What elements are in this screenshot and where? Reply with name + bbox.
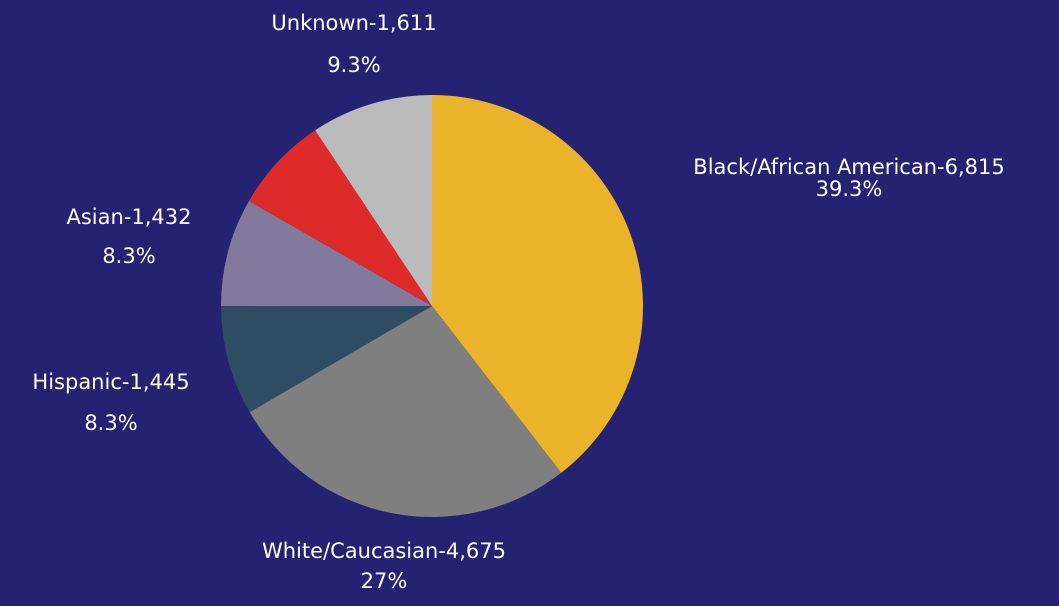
pie-slice-4: [248, 130, 432, 306]
pie-slices: [220, 95, 643, 517]
slice-percent-0: 39.3%: [816, 177, 883, 201]
pie-slice-3: [220, 200, 432, 307]
slice-label-2: Hispanic-1,445: [32, 370, 189, 394]
pie-slice-0: [432, 95, 643, 473]
slice-percent-2: 8.3%: [84, 411, 137, 435]
slice-percent-1: 27%: [361, 569, 408, 593]
slice-label-3: Asian-1,432: [66, 205, 191, 229]
pie-slice-5: [315, 95, 432, 306]
slice-percent-3: 8.3%: [102, 244, 155, 268]
slice-label-5: Unknown-1,611: [271, 11, 436, 35]
pie-slice-1: [249, 306, 562, 517]
pie-slice-2: [221, 306, 432, 413]
slice-label-1: White/Caucasian-4,675: [262, 539, 506, 563]
slice-label-0: Black/African American-6,815: [693, 155, 1004, 179]
slice-percent-5: 9.3%: [327, 53, 380, 77]
